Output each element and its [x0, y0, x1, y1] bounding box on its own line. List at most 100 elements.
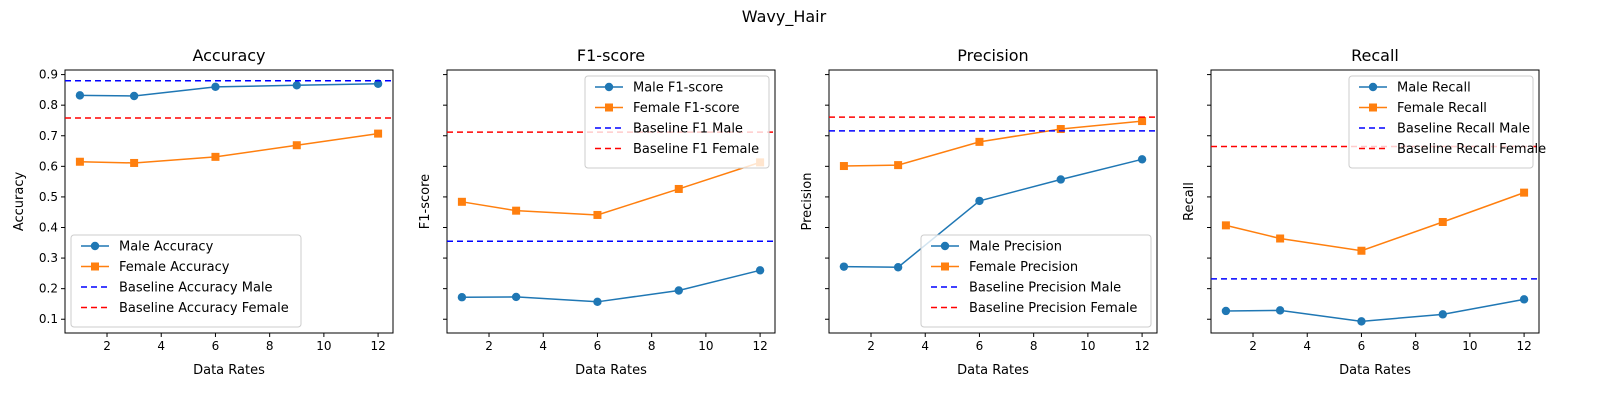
- x-tick-label: 2: [103, 339, 111, 353]
- data-point: [1221, 306, 1231, 316]
- legend-label: Male Precision: [969, 240, 1062, 255]
- x-axis-label: Data Rates: [193, 363, 265, 378]
- legend-marker: [941, 262, 949, 271]
- data-point: [894, 161, 903, 170]
- data-point: [1221, 221, 1230, 230]
- series-male-accuracy: [75, 79, 383, 101]
- legend-marker: [90, 241, 100, 251]
- x-tick-label: 4: [539, 339, 547, 353]
- legend-box: [1348, 75, 1534, 169]
- x-tick-label: 10: [1080, 339, 1095, 353]
- legend-label: Female F1-score: [633, 101, 740, 116]
- x-tick-label: 12: [370, 339, 385, 353]
- legend-box: [70, 234, 302, 328]
- data-point: [129, 91, 139, 101]
- legend-box: [584, 75, 770, 169]
- series-male-recall: [1221, 295, 1529, 326]
- legend-item: Baseline Recall Female: [1359, 142, 1546, 157]
- y-axis-label: F1-score: [418, 174, 433, 229]
- axes-frame: [828, 69, 1158, 334]
- data-point: [75, 157, 84, 166]
- data-point: [674, 286, 683, 295]
- figure-suptitle: Wavy_Hair: [742, 7, 827, 27]
- data-point: [211, 152, 220, 161]
- legend-label: Baseline Recall Male: [1397, 122, 1530, 137]
- legend-label: Baseline F1 Male: [633, 122, 743, 137]
- y-axis-label: Recall: [1182, 182, 1197, 221]
- data-point: [1438, 310, 1447, 319]
- data-point: [1357, 246, 1366, 255]
- x-tick-label: 2: [867, 339, 875, 353]
- legend-label: Female Accuracy: [119, 260, 230, 275]
- subplot-title: Precision: [957, 46, 1028, 65]
- x-tick-label: 4: [1303, 339, 1311, 353]
- data-point: [1056, 125, 1065, 134]
- legend-label: Baseline Accuracy Male: [119, 281, 273, 296]
- y-tick-label: 0.9: [39, 68, 58, 82]
- legend-item: Female F1-score: [595, 101, 740, 116]
- x-axis-label: Data Rates: [957, 363, 1029, 378]
- legend-marker: [604, 82, 614, 92]
- series-female-accuracy: [75, 129, 383, 167]
- legend-label: Male Accuracy: [119, 240, 214, 255]
- legend-label: Baseline Accuracy Female: [119, 301, 289, 316]
- legend-item: Baseline Recall Male: [1359, 122, 1530, 137]
- x-tick-label: 8: [266, 339, 274, 353]
- x-tick-label: 6: [1358, 339, 1366, 353]
- legend-label: Baseline F1 Female: [633, 142, 759, 157]
- axes-frame: [64, 69, 394, 334]
- legend: Male Precision Female Precision Baseline P…: [920, 234, 1152, 328]
- y-tick-label: 0.8: [39, 98, 58, 112]
- y-tick-label: 0.7: [39, 129, 58, 143]
- legend-item: Baseline F1 Male: [595, 122, 743, 137]
- legend-marker: [940, 241, 950, 251]
- legend-label: Baseline Precision Female: [969, 301, 1137, 316]
- data-point: [1275, 306, 1285, 315]
- data-point: [1519, 295, 1529, 304]
- series-line: [79, 132, 379, 164]
- x-tick-label: 4: [157, 339, 165, 353]
- data-point: [1138, 117, 1147, 126]
- data-point: [674, 184, 683, 193]
- data-point: [457, 197, 466, 206]
- legend-item: Baseline Precision Female: [931, 301, 1137, 316]
- legend: Male Accuracy Female Accuracy Baseline Acc…: [70, 234, 302, 328]
- data-point: [893, 263, 903, 272]
- series-line: [461, 161, 761, 216]
- x-tick-label: 10: [316, 339, 331, 353]
- legend-item: Baseline Precision Male: [931, 281, 1121, 296]
- data-point: [457, 293, 467, 302]
- series-male-precision: [839, 155, 1147, 272]
- legend-marker: [91, 262, 99, 271]
- series-female-precision: [839, 117, 1147, 171]
- legend-item: Female Recall: [1359, 101, 1487, 116]
- data-point: [975, 196, 984, 206]
- legend-item: Baseline Accuracy Male: [81, 281, 273, 296]
- legend-label: Male Recall: [1397, 81, 1471, 96]
- y-tick-label: 0.3: [39, 251, 58, 265]
- series-female-recall: [1221, 188, 1529, 255]
- data-point: [1137, 155, 1147, 164]
- data-point: [1438, 217, 1447, 226]
- x-tick-label: 6: [594, 339, 602, 353]
- x-tick-label: 8: [648, 339, 656, 353]
- x-tick-label: 6: [212, 339, 220, 353]
- data-point: [593, 297, 602, 307]
- data-point: [373, 79, 383, 88]
- data-point: [211, 82, 220, 92]
- series-line: [461, 269, 761, 303]
- series-line: [843, 120, 1143, 167]
- y-tick-label: 0.6: [39, 159, 58, 173]
- legend-label: Female Precision: [969, 260, 1078, 275]
- data-point: [511, 292, 521, 302]
- legend-item: Baseline Accuracy Female: [81, 301, 289, 316]
- data-point: [1357, 317, 1366, 326]
- data-point: [512, 206, 521, 215]
- data-point: [1056, 175, 1065, 184]
- data-point: [130, 158, 139, 167]
- subplot-title: Recall: [1351, 46, 1399, 65]
- legend-marker: [1369, 103, 1377, 112]
- legend-item: Female Accuracy: [81, 260, 230, 275]
- x-tick-label: 10: [698, 339, 713, 353]
